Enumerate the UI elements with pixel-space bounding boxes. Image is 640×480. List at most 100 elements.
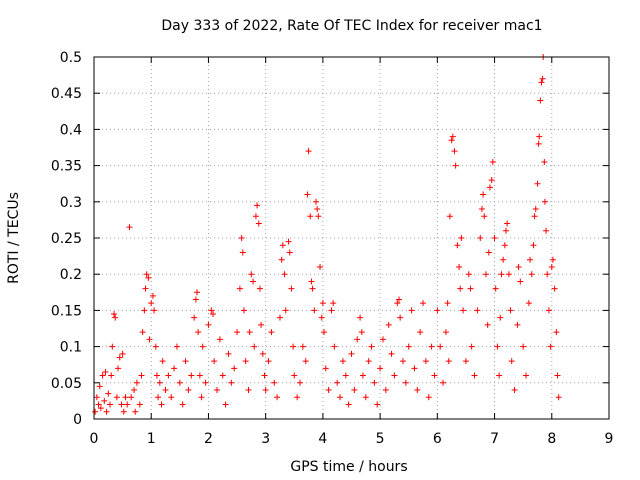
data-point <box>337 394 344 401</box>
data-point <box>395 296 402 303</box>
data-point <box>446 213 453 220</box>
x-tick-label: 3 <box>261 431 270 447</box>
tick-layer <box>93 56 610 420</box>
data-point <box>262 387 269 394</box>
data-point <box>477 235 484 241</box>
data-point <box>107 401 114 408</box>
x-tick-labels: 0 1 2 3 4 5 6 7 8 9 <box>90 431 614 447</box>
data-point <box>153 372 160 379</box>
data-point <box>199 343 206 350</box>
data-point <box>504 220 511 227</box>
data-point <box>282 307 289 314</box>
data-point <box>481 213 488 220</box>
data-point <box>279 242 286 249</box>
data-point <box>268 329 275 336</box>
data-point <box>245 387 252 394</box>
data-point <box>317 263 324 270</box>
data-point <box>517 278 524 285</box>
data-point <box>95 401 102 408</box>
data-point <box>119 350 126 357</box>
x-tick-label: 1 <box>147 431 156 447</box>
data-point <box>171 365 178 372</box>
data-point <box>460 307 467 314</box>
data-point <box>149 292 156 299</box>
data-point <box>555 394 562 401</box>
data-point <box>325 387 332 394</box>
data-point <box>520 343 527 350</box>
data-point <box>254 202 261 209</box>
y-tick-label: 0 <box>73 412 82 428</box>
data-point <box>371 379 378 386</box>
data-point <box>462 358 469 365</box>
data-point <box>511 387 518 394</box>
data-point <box>394 300 401 307</box>
data-point <box>146 336 153 343</box>
data-point <box>468 343 475 350</box>
data-point <box>553 329 560 336</box>
data-point <box>496 372 503 379</box>
data-point <box>234 329 241 336</box>
data-point <box>467 285 474 292</box>
data-point <box>97 405 104 412</box>
x-axis-label: GPS time / hours <box>290 459 407 475</box>
data-point <box>313 198 320 205</box>
data-point <box>548 263 555 270</box>
data-point <box>242 358 249 365</box>
data-point <box>182 358 189 365</box>
data-point <box>535 140 542 147</box>
data-point <box>411 365 418 372</box>
data-point <box>211 358 218 365</box>
data-point <box>358 329 365 336</box>
data-point <box>437 343 444 350</box>
data-point <box>165 372 172 379</box>
data-point <box>322 365 329 372</box>
data-point <box>250 278 257 285</box>
x-tick-label: 9 <box>605 431 614 447</box>
data-point <box>101 397 108 404</box>
data-point <box>385 321 392 328</box>
data-point <box>545 307 552 314</box>
data-point <box>305 148 312 155</box>
data-point <box>486 184 493 191</box>
data-point <box>143 271 150 278</box>
data-point <box>444 300 451 307</box>
y-tick-label: 0.15 <box>51 303 82 319</box>
y-tick-label: 0.4 <box>60 122 82 138</box>
data-point <box>276 314 283 321</box>
data-point <box>319 300 326 307</box>
data-point <box>431 372 438 379</box>
data-point <box>458 235 465 241</box>
data-point <box>457 285 464 292</box>
data-point <box>228 379 235 386</box>
data-point <box>148 300 155 307</box>
data-point <box>321 329 328 336</box>
y-tick-label: 0.25 <box>51 231 82 247</box>
data-point <box>210 311 217 318</box>
data-point <box>465 271 472 278</box>
data-point <box>131 387 138 394</box>
data-point <box>281 271 288 278</box>
data-point <box>357 314 364 321</box>
data-point <box>328 307 335 314</box>
data-point <box>485 249 492 256</box>
data-point <box>102 368 109 375</box>
data-point <box>547 343 554 350</box>
data-point <box>541 158 548 165</box>
data-point <box>339 358 346 365</box>
data-point <box>307 213 314 220</box>
data-point <box>440 379 447 386</box>
data-point <box>494 343 501 350</box>
data-point <box>515 263 522 270</box>
grid-layer <box>94 57 609 419</box>
data-point <box>196 372 203 379</box>
data-point <box>318 314 325 321</box>
data-point <box>118 401 125 408</box>
data-point <box>103 408 110 415</box>
data-point <box>445 358 452 365</box>
data-point <box>434 307 441 314</box>
data-point <box>454 242 461 249</box>
x-tick-label: 4 <box>318 431 327 447</box>
data-point <box>311 307 318 314</box>
data-point <box>141 307 148 314</box>
